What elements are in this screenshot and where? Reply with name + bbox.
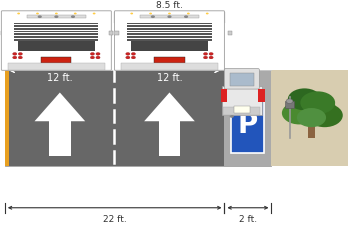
Bar <box>159 121 180 156</box>
FancyBboxPatch shape <box>224 69 259 89</box>
Bar <box>5 70 7 165</box>
Circle shape <box>131 52 135 55</box>
Text: 8.5 ft.: 8.5 ft. <box>156 1 183 10</box>
Circle shape <box>90 56 95 59</box>
Bar <box>222 86 262 115</box>
Circle shape <box>209 56 213 59</box>
Circle shape <box>131 56 135 59</box>
Bar <box>127 28 212 30</box>
Bar <box>49 121 71 156</box>
Circle shape <box>55 13 58 15</box>
Bar <box>231 97 264 153</box>
Circle shape <box>149 13 152 15</box>
Bar <box>127 33 212 35</box>
Circle shape <box>13 52 17 55</box>
Circle shape <box>96 52 100 55</box>
Bar <box>155 57 184 63</box>
Circle shape <box>17 13 20 15</box>
Circle shape <box>71 15 75 18</box>
Bar <box>224 70 271 165</box>
Circle shape <box>187 13 190 15</box>
Text: 22 ft.: 22 ft. <box>103 215 127 224</box>
Bar <box>7 70 9 165</box>
Circle shape <box>286 99 293 103</box>
Bar <box>130 40 208 51</box>
Circle shape <box>74 13 77 15</box>
Circle shape <box>126 56 130 59</box>
Bar <box>221 89 227 102</box>
Bar <box>228 31 232 35</box>
Circle shape <box>167 15 172 18</box>
Circle shape <box>230 115 234 118</box>
Bar <box>259 89 265 102</box>
Circle shape <box>93 13 95 15</box>
Bar <box>17 40 95 51</box>
Bar <box>114 31 119 35</box>
Bar <box>140 15 199 18</box>
Circle shape <box>13 56 17 59</box>
Bar <box>234 106 250 113</box>
Circle shape <box>288 88 321 110</box>
Bar <box>230 73 254 86</box>
Circle shape <box>18 56 22 59</box>
Bar <box>127 25 212 27</box>
Bar <box>121 63 218 70</box>
Bar <box>14 25 98 27</box>
Bar <box>14 36 98 38</box>
Circle shape <box>126 52 130 55</box>
Bar <box>271 70 348 165</box>
Text: 12 ft.: 12 ft. <box>47 73 73 83</box>
Circle shape <box>151 15 155 18</box>
Bar <box>14 39 98 40</box>
Bar <box>14 22 98 24</box>
Circle shape <box>184 15 188 18</box>
Circle shape <box>282 102 317 124</box>
Text: 2 ft.: 2 ft. <box>239 215 257 224</box>
FancyBboxPatch shape <box>114 11 224 70</box>
Text: P: P <box>237 111 258 139</box>
Circle shape <box>90 52 95 55</box>
Bar <box>14 28 98 30</box>
Circle shape <box>130 13 133 15</box>
Bar <box>5 70 224 165</box>
Bar <box>127 36 212 38</box>
Bar <box>308 124 315 138</box>
Bar <box>109 31 113 35</box>
Circle shape <box>36 13 39 15</box>
Circle shape <box>38 15 42 18</box>
Circle shape <box>96 56 100 59</box>
Bar <box>223 107 260 115</box>
Circle shape <box>287 92 336 124</box>
Circle shape <box>204 56 208 59</box>
Circle shape <box>54 15 58 18</box>
Bar <box>14 31 98 32</box>
Circle shape <box>300 91 335 114</box>
Text: 12 ft.: 12 ft. <box>157 73 182 83</box>
Circle shape <box>206 13 209 15</box>
Polygon shape <box>144 92 195 121</box>
Bar <box>127 31 212 32</box>
Circle shape <box>209 52 213 55</box>
Circle shape <box>307 103 343 127</box>
Bar <box>285 101 294 109</box>
Bar <box>127 22 212 24</box>
Polygon shape <box>34 92 85 121</box>
Circle shape <box>168 13 171 15</box>
Bar <box>127 39 212 40</box>
Bar <box>8 63 105 70</box>
Bar <box>41 57 71 63</box>
Bar <box>14 33 98 35</box>
Circle shape <box>204 52 208 55</box>
Bar <box>27 15 86 18</box>
Circle shape <box>297 108 326 127</box>
FancyBboxPatch shape <box>1 11 111 70</box>
Circle shape <box>18 52 22 55</box>
